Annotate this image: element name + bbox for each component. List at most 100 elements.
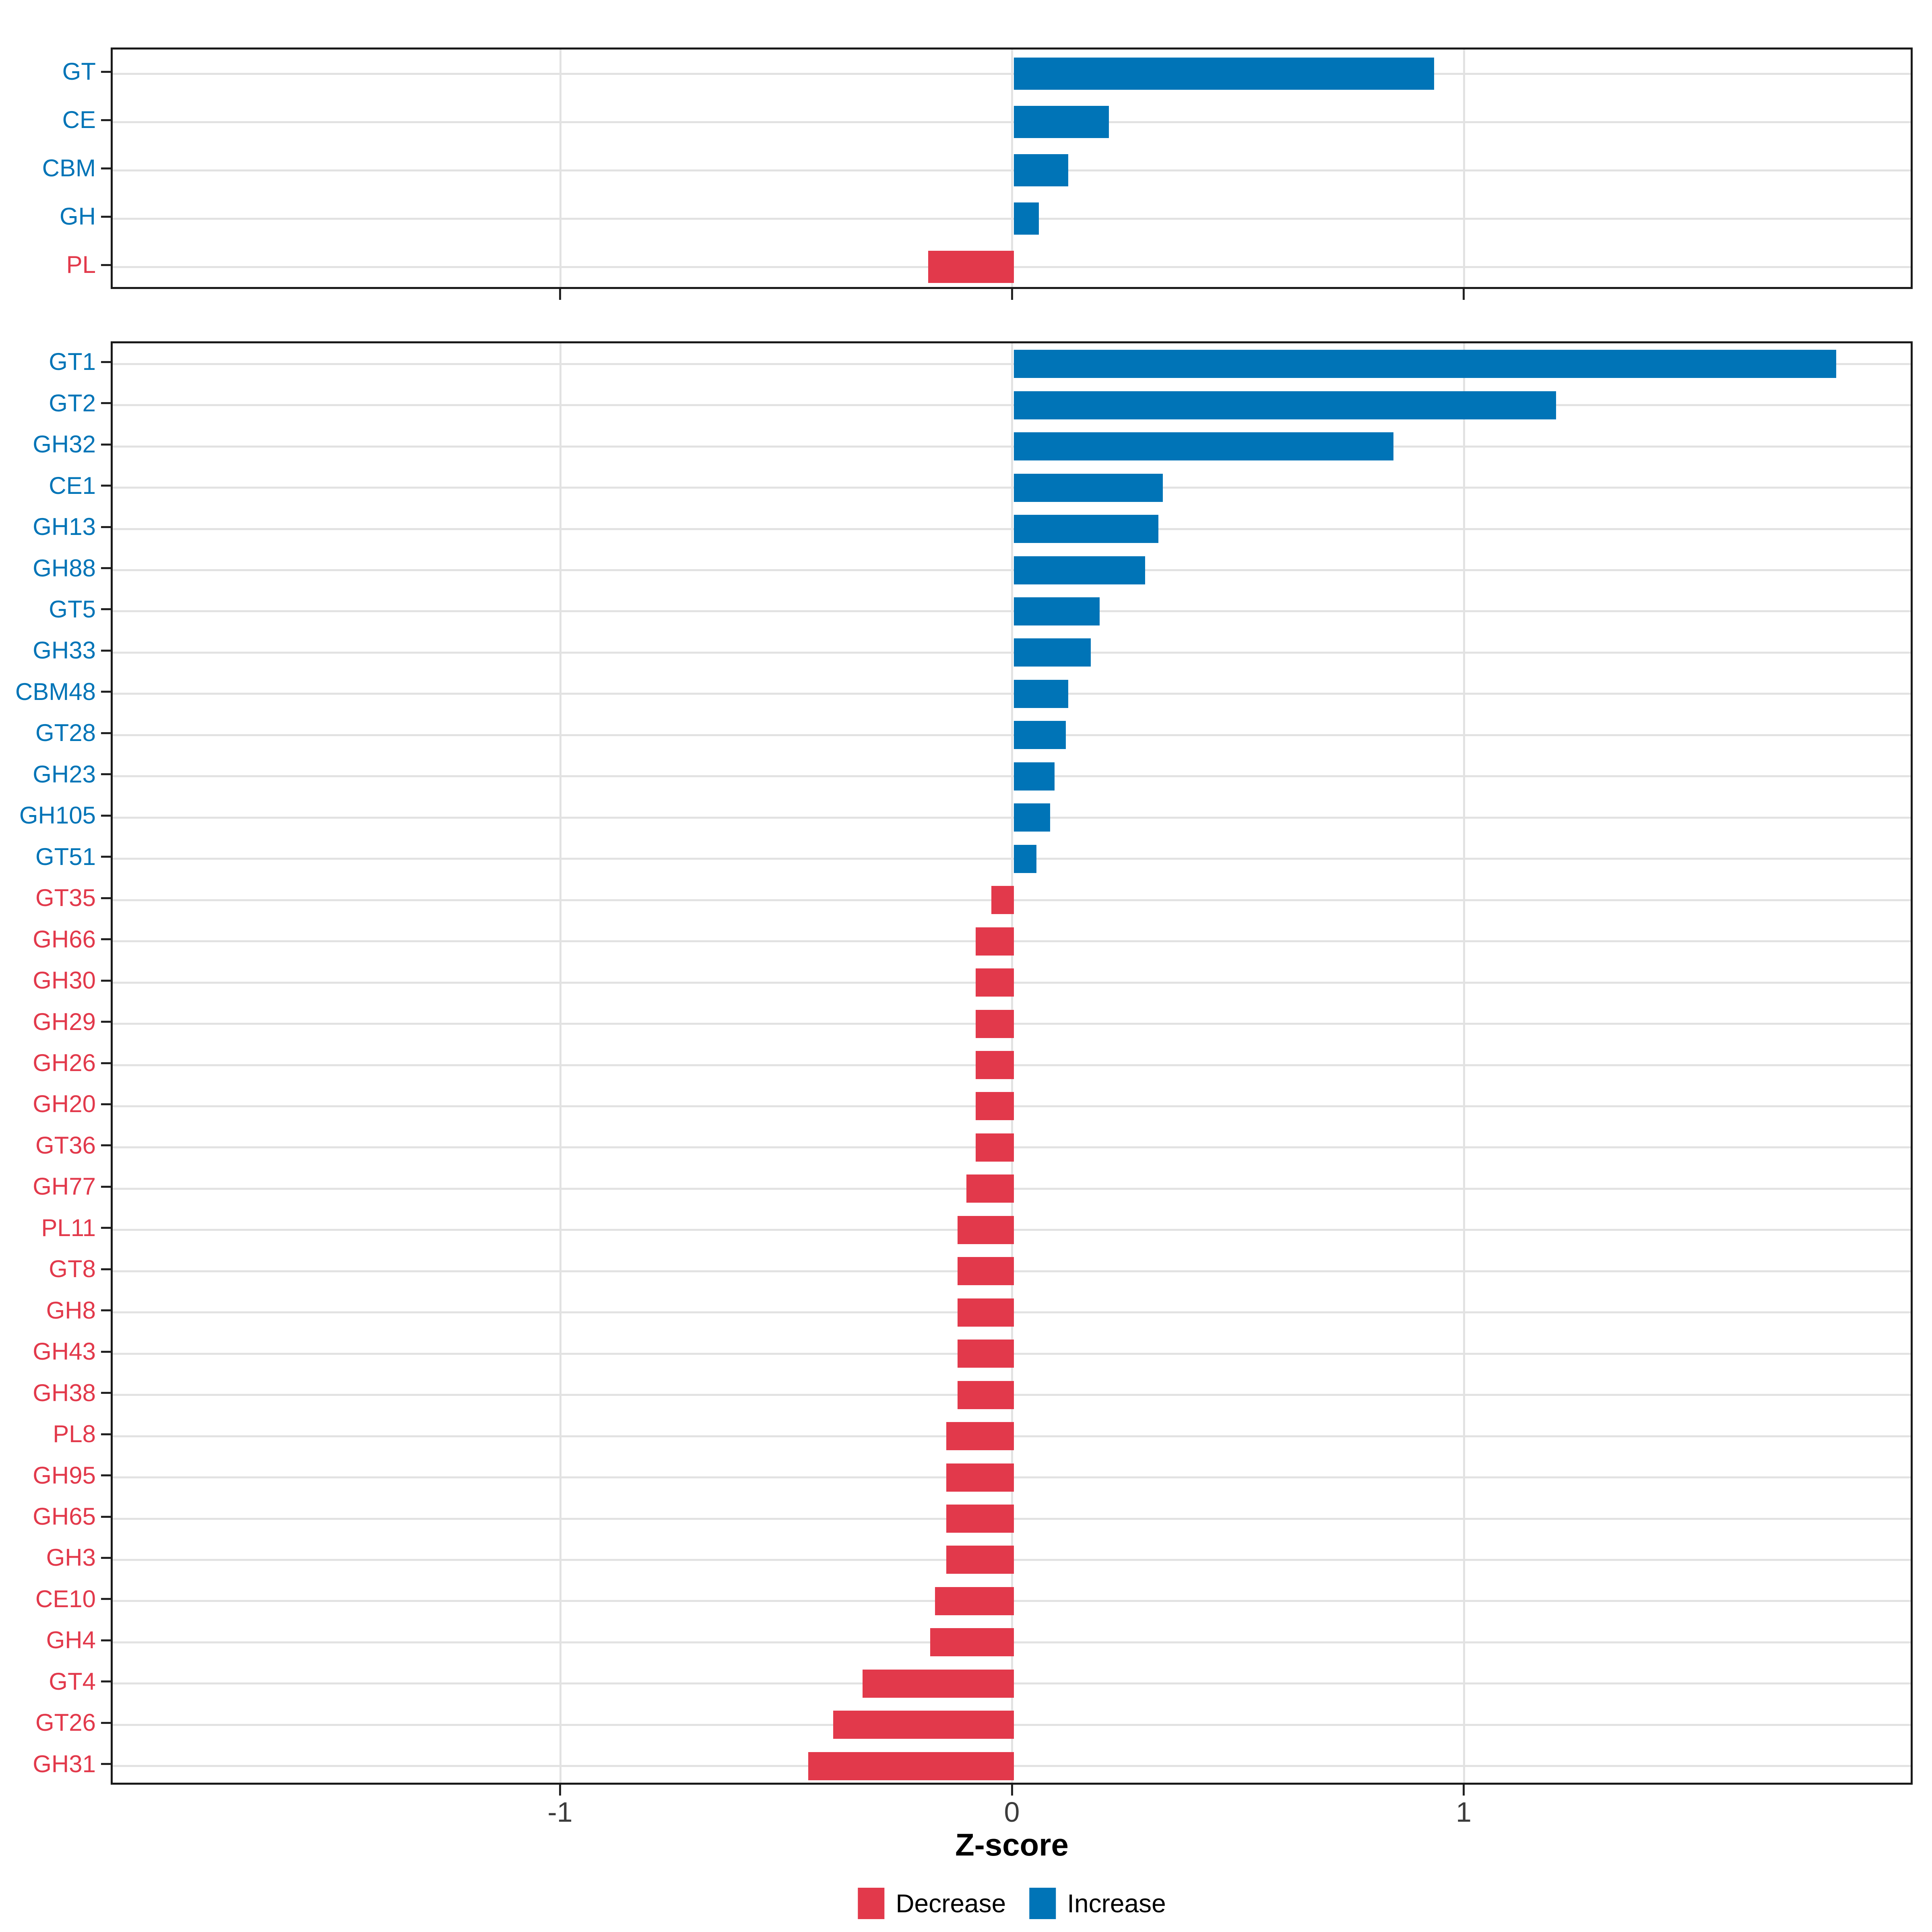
- bar: [862, 1669, 1014, 1698]
- y-tick: [101, 1021, 111, 1023]
- y-tick: [101, 1763, 111, 1765]
- category-label: GT8: [49, 1255, 96, 1283]
- bar: [808, 1752, 1014, 1780]
- category-label: GH77: [33, 1173, 96, 1200]
- category-label: GH13: [33, 513, 96, 541]
- bar: [966, 1174, 1014, 1203]
- bar: [1014, 721, 1066, 749]
- h-gridline: [113, 610, 1911, 613]
- bar: [1014, 638, 1091, 667]
- category-label: GH26: [33, 1049, 96, 1076]
- h-gridline: [113, 363, 1911, 365]
- category-label: GH88: [33, 554, 96, 582]
- bar: [1014, 762, 1055, 791]
- bar: [1014, 803, 1050, 832]
- v-gridline: [1011, 50, 1013, 287]
- category-label: GH8: [46, 1296, 96, 1324]
- bar: [946, 1546, 1014, 1574]
- h-gridline: [113, 569, 1911, 571]
- x-tick: [559, 1785, 561, 1796]
- category-label: GH: [60, 203, 96, 230]
- bar: [1014, 202, 1039, 235]
- bar: [1014, 844, 1037, 873]
- y-tick: [101, 649, 111, 652]
- h-gridline: [113, 734, 1911, 736]
- category-label: GT5: [49, 595, 96, 623]
- x-tick-label: -1: [547, 1796, 573, 1828]
- category-label: PL: [66, 251, 96, 278]
- bar: [975, 927, 1014, 956]
- h-gridline: [113, 528, 1911, 530]
- bar: [1014, 391, 1556, 419]
- bar: [1014, 154, 1068, 186]
- category-label: GH32: [33, 431, 96, 458]
- y-tick: [101, 1721, 111, 1724]
- x-tick-label: 0: [1004, 1796, 1020, 1828]
- y-tick: [101, 897, 111, 899]
- category-label: GH20: [33, 1090, 96, 1118]
- h-gridline: [113, 487, 1911, 489]
- category-label: CBM: [42, 155, 96, 182]
- bar: [1014, 556, 1145, 584]
- y-tick: [101, 1598, 111, 1600]
- y-tick: [101, 732, 111, 734]
- category-label: GT4: [49, 1668, 96, 1695]
- y-tick: [101, 691, 111, 693]
- y-tick: [101, 264, 111, 266]
- top-panel: [111, 47, 1913, 289]
- category-label: GH4: [46, 1627, 96, 1654]
- bar: [1014, 679, 1068, 708]
- bar: [1014, 350, 1836, 378]
- x-tick: [1011, 1785, 1013, 1796]
- legend: Decrease Increase: [858, 1888, 1166, 1919]
- y-tick: [101, 1680, 111, 1683]
- bar: [1014, 597, 1100, 625]
- x-tick: [1011, 289, 1013, 300]
- category-label: GT28: [35, 719, 96, 747]
- y-tick: [101, 1639, 111, 1641]
- category-label: GT: [62, 58, 96, 85]
- bar: [930, 1628, 1014, 1657]
- category-label: GT51: [35, 843, 96, 870]
- y-tick: [101, 1350, 111, 1353]
- category-label: GH30: [33, 967, 96, 994]
- bar: [975, 1133, 1014, 1162]
- legend-label-decrease: Decrease: [896, 1889, 1006, 1918]
- y-tick: [101, 526, 111, 528]
- category-label: GH66: [33, 925, 96, 953]
- y-tick: [101, 70, 111, 73]
- category-label: GT36: [35, 1131, 96, 1159]
- category-label: GH95: [33, 1461, 96, 1489]
- bar: [935, 1587, 1014, 1615]
- h-gridline: [113, 816, 1911, 819]
- y-tick: [101, 1185, 111, 1188]
- legend-item-decrease: Decrease: [858, 1888, 1006, 1919]
- category-label: CE: [62, 106, 96, 133]
- y-tick: [101, 1515, 111, 1518]
- y-tick: [101, 814, 111, 817]
- y-tick: [101, 402, 111, 405]
- y-tick: [101, 485, 111, 487]
- category-label: GH33: [33, 637, 96, 664]
- v-gridline: [559, 343, 561, 1783]
- v-gridline: [1463, 50, 1465, 287]
- v-gridline: [559, 50, 561, 287]
- category-label: GT26: [35, 1709, 96, 1736]
- category-label: GH38: [33, 1379, 96, 1406]
- y-tick: [101, 1227, 111, 1229]
- x-tick: [1463, 289, 1465, 300]
- bar: [1014, 515, 1159, 543]
- y-tick: [101, 1062, 111, 1064]
- category-label: GT35: [35, 884, 96, 912]
- y-tick: [101, 856, 111, 858]
- category-label: PL11: [41, 1214, 96, 1241]
- bar: [946, 1422, 1014, 1451]
- bar: [928, 251, 1014, 283]
- bar: [975, 1009, 1014, 1038]
- y-tick: [101, 1433, 111, 1435]
- category-label: CE10: [35, 1585, 96, 1612]
- bar: [1014, 473, 1163, 502]
- bar: [957, 1216, 1014, 1244]
- y-tick: [101, 1144, 111, 1147]
- legend-item-increase: Increase: [1029, 1888, 1166, 1919]
